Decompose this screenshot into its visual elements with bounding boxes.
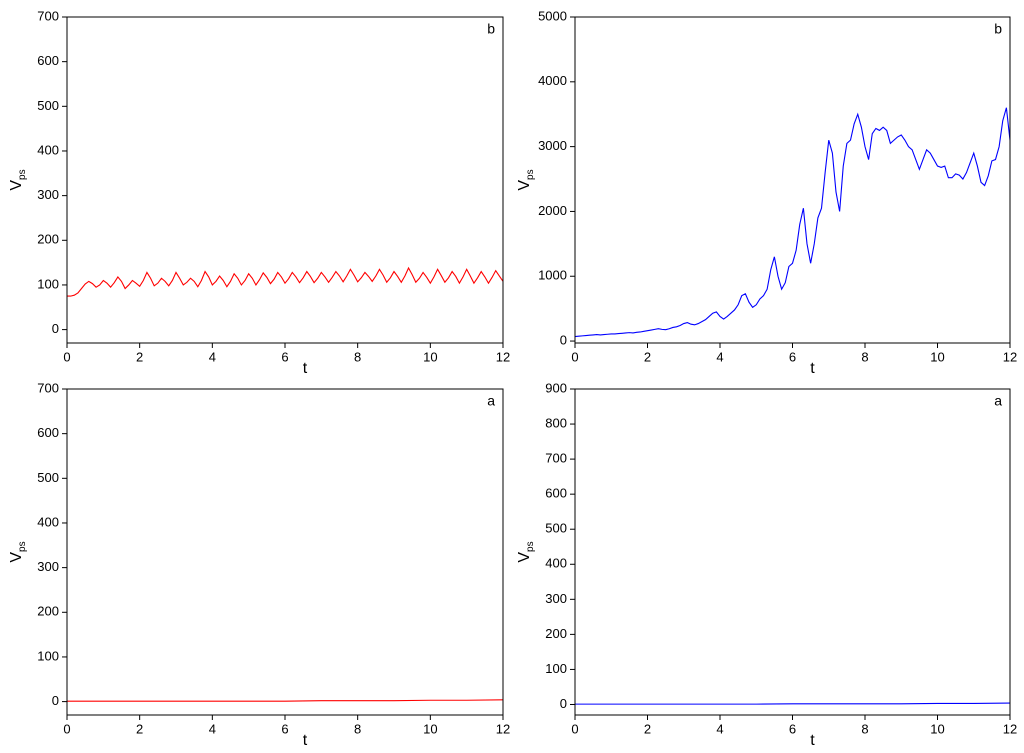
x-tick-label: 4 — [209, 721, 216, 736]
x-tick-label: 0 — [571, 721, 578, 736]
y-axis-label-main: V — [516, 552, 533, 563]
annotation: b — [487, 21, 495, 37]
y-tick-label: 2000 — [538, 203, 567, 218]
panel: 0 100 200 300 400 500 600 700 0 2 4 6 8 10 12 b t Vps — [8, 8, 510, 377]
x-tick-label: 12 — [1003, 349, 1017, 364]
x-tick-label: 8 — [861, 349, 868, 364]
y-tick-label: 700 — [545, 451, 567, 466]
y-tick-label: 900 — [545, 380, 567, 395]
y-tick-label: 700 — [37, 380, 59, 395]
y-tick-label: 0 — [52, 693, 59, 708]
y-tick-label: 300 — [37, 187, 59, 202]
x-tick-label: 10 — [423, 721, 437, 736]
panel: 0 100 200 300 400 500 600 700 0 2 4 6 8 10 12 a t Vps — [8, 380, 510, 749]
y-tick-label: 5000 — [538, 8, 567, 23]
y-tick-label: 600 — [545, 486, 567, 501]
y-tick-label: 200 — [37, 604, 59, 619]
y-tick-label: 100 — [545, 661, 567, 676]
x-tick-label: 10 — [930, 349, 944, 364]
annotation: a — [487, 393, 495, 409]
y-tick-label: 800 — [545, 415, 567, 430]
plot-frame — [574, 388, 1011, 716]
y-tick-label: 0 — [52, 321, 59, 336]
panel: 0 100 200 300 400 500 600 700 800 900 0 2 4 6 8 10 12 a t V… — [516, 380, 1017, 749]
x-tick-label: 2 — [136, 349, 143, 364]
y-tick-label: 400 — [37, 142, 59, 157]
plot-lines — [67, 266, 503, 297]
y-tick-label: 0 — [560, 332, 567, 347]
data-line — [67, 266, 503, 297]
x-axis-label: t — [810, 360, 815, 377]
x-tick-label: 2 — [644, 721, 651, 736]
x-tick-label: 6 — [281, 349, 288, 364]
x-axis-label: t — [303, 732, 308, 749]
x-tick-label: 8 — [861, 721, 868, 736]
x-tick-label: 10 — [930, 721, 944, 736]
y-axis-label-subscript: ps — [17, 541, 28, 552]
y-axis-label-subscript: ps — [17, 169, 28, 180]
plot-frame — [574, 16, 1011, 344]
y-axis-label-main: V — [8, 552, 25, 563]
y-tick-label: 500 — [545, 521, 567, 536]
y-tick-label: 600 — [37, 53, 59, 68]
x-tick-label: 12 — [1003, 721, 1017, 736]
x-tick-label: 6 — [281, 721, 288, 736]
data-line — [575, 107, 1010, 338]
y-axis-label-main: V — [516, 180, 533, 191]
y-tick-label: 400 — [545, 556, 567, 571]
y-axis-label: Vps — [8, 169, 27, 190]
y-tick-label: 500 — [37, 98, 59, 113]
x-axis-label: t — [303, 360, 308, 377]
y-tick-label: 100 — [37, 648, 59, 663]
plot-lines — [575, 702, 1010, 705]
y-axis-label: Vps — [516, 169, 535, 190]
y-tick-label: 500 — [37, 470, 59, 485]
x-tick-label: 4 — [716, 721, 723, 736]
y-axis-label: Vps — [516, 541, 535, 562]
panel: 0 1000 2000 3000 4000 5000 0 2 4 6 8 10 12 b t Vps — [516, 8, 1017, 377]
y-tick-label: 400 — [37, 514, 59, 529]
annotation: b — [994, 21, 1002, 37]
x-tick-label: 2 — [136, 721, 143, 736]
x-tick-label: 4 — [716, 349, 723, 364]
x-tick-label: 0 — [63, 721, 70, 736]
x-tick-label: 6 — [789, 721, 796, 736]
plot-frame — [66, 388, 504, 716]
x-tick-label: 0 — [571, 349, 578, 364]
x-tick-label: 12 — [496, 349, 510, 364]
x-tick-label: 12 — [496, 721, 510, 736]
y-tick-label: 4000 — [538, 73, 567, 88]
y-tick-label: 1000 — [538, 268, 567, 283]
x-tick-label: 10 — [423, 349, 437, 364]
x-tick-label: 4 — [209, 349, 216, 364]
y-tick-label: 100 — [37, 276, 59, 291]
x-axis-label: t — [810, 732, 815, 749]
annotation: a — [994, 393, 1002, 409]
y-tick-label: 600 — [37, 425, 59, 440]
y-axis-label-main: V — [8, 180, 25, 191]
x-tick-label: 8 — [354, 349, 361, 364]
x-tick-label: 8 — [354, 721, 361, 736]
y-axis-label: Vps — [8, 541, 27, 562]
data-line — [67, 699, 503, 702]
y-tick-label: 0 — [560, 696, 567, 711]
y-axis-label-subscript: ps — [525, 541, 536, 552]
plot-lines — [575, 107, 1010, 338]
data-line — [575, 702, 1010, 705]
x-tick-label: 2 — [644, 349, 651, 364]
y-tick-label: 700 — [37, 8, 59, 23]
y-tick-label: 300 — [545, 591, 567, 606]
plot-frame — [66, 16, 504, 344]
plot-lines — [67, 699, 503, 702]
y-axis-label-subscript: ps — [525, 169, 536, 180]
x-tick-label: 0 — [63, 349, 70, 364]
y-tick-label: 200 — [545, 626, 567, 641]
y-tick-label: 3000 — [538, 138, 567, 153]
x-tick-label: 6 — [789, 349, 796, 364]
y-tick-label: 200 — [37, 232, 59, 247]
y-tick-label: 300 — [37, 559, 59, 574]
